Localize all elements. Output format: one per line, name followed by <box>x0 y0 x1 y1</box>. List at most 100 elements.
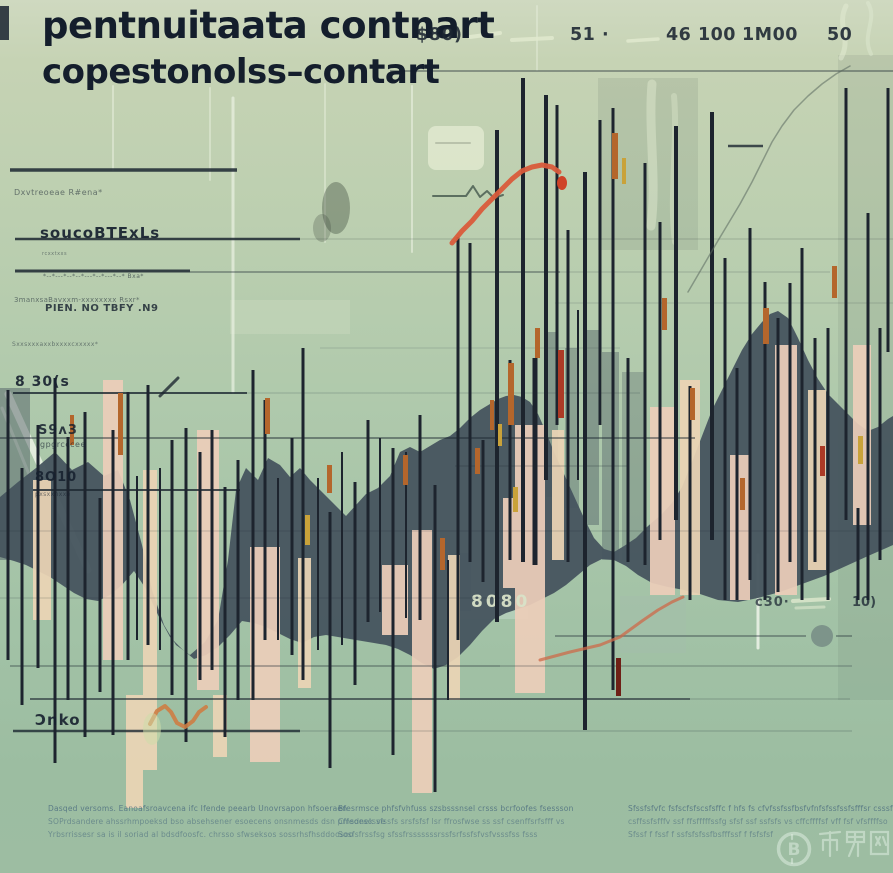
candle-body <box>820 446 825 476</box>
header-stat: 51 · <box>570 25 610 45</box>
candle-body <box>498 424 502 446</box>
candle-body <box>305 515 310 545</box>
footer-line: Dasqed versoms. Eanoafsroavcena ifc Ifen… <box>48 804 348 813</box>
price-label: 8 30(s <box>15 374 70 390</box>
paint-blob <box>143 713 161 745</box>
footer-line: Sfssf f fssf f ssfsfsfssfbsfffssf f fsfs… <box>628 829 774 839</box>
price-label: *--*---*--*--*---*--*---*--* Bxa* <box>43 273 144 280</box>
ghost-stroke <box>510 36 554 42</box>
footer-line: Cffeoescssfssfs srsfsfsf lsr ffrosfwse s… <box>338 816 565 826</box>
ghost-shape <box>428 126 484 170</box>
candle-body <box>513 487 518 512</box>
footer-line: Yrbsrrissesr sa is il soriad al bdsdfoos… <box>48 829 354 839</box>
price-label: Ɔnko <box>35 711 81 729</box>
ghost-stroke <box>626 37 660 43</box>
footer-line: Sosfsfrssfsg sfssfrsssssssrssfsrfssfsfvs… <box>338 829 538 839</box>
page-title: pentnuitaata contnart copestonolss–conta… <box>42 4 495 92</box>
price-label: c30· <box>755 595 790 610</box>
header-stat: 46 100 <box>666 25 736 45</box>
volume-column <box>126 695 143 808</box>
corner-mark <box>0 6 9 40</box>
volume-column <box>412 530 432 793</box>
ghost-stroke <box>791 597 831 603</box>
candle-body <box>327 465 332 493</box>
bitcoin-b-glyph: B <box>788 840 801 860</box>
volume-column <box>382 565 408 635</box>
header-stat: 50 <box>827 25 853 45</box>
price-label: pxsxxnxxe <box>35 491 71 498</box>
volume-column <box>808 390 826 570</box>
ghost-stroke <box>794 605 826 610</box>
candle-body <box>440 538 445 570</box>
footer-line: csffssfsfffv ssf ffsfffffssfg sfsf ssf s… <box>628 816 888 826</box>
paint-blob <box>557 176 567 190</box>
price-label: 8O10 <box>35 470 78 485</box>
title-line-2: copestonolss–contart <box>42 52 440 92</box>
price-label: Dxvtreoeae R#ena* <box>14 188 103 197</box>
cjk-watermark-glyphs <box>818 830 890 858</box>
watermark: B <box>768 820 893 873</box>
footer-column: Sfssfsfvfc fsfscfsfscsfsffc f hfs fs cfv… <box>628 803 893 841</box>
paint-blob <box>313 214 331 242</box>
price-line-red <box>449 162 562 246</box>
candle-body <box>740 478 745 510</box>
price-label: soucoBTExLs <box>40 224 161 242</box>
header-stat: 1M00 <box>742 25 798 45</box>
footer-column: Dasqed versoms. Eanoafsroavcena ifc Ifen… <box>48 803 386 841</box>
footer-line: Bfesrmsce phfsfvhfuss szsbsssnsel crsss … <box>338 804 574 813</box>
volume-column <box>650 407 675 595</box>
candle-body <box>858 436 863 464</box>
ghost-stroke <box>838 3 849 61</box>
marker-dot <box>811 625 833 647</box>
slate-slab <box>602 352 619 560</box>
candle-body <box>763 308 769 344</box>
candle-body <box>265 398 270 434</box>
price-label: S9ʌ3 <box>38 423 78 438</box>
candle-body <box>70 415 74 445</box>
candle-body <box>490 400 494 430</box>
candle-body <box>616 658 621 696</box>
candle-body <box>403 455 408 485</box>
candle-body <box>535 328 540 358</box>
price-label: Sxxsxxxaxxbxxxxcxxxxx* <box>12 341 99 348</box>
volume-column <box>33 480 51 620</box>
trend-line <box>687 65 851 293</box>
price-label: gpgrcccee <box>40 440 86 449</box>
ghost-stroke <box>865 1 874 56</box>
candle-body <box>558 350 564 418</box>
price-label: 10) <box>852 595 877 610</box>
candle-body <box>475 448 480 474</box>
slate-slab <box>584 330 599 525</box>
candle-body <box>832 266 837 298</box>
volume-column <box>552 430 564 560</box>
paint-blob <box>322 182 350 234</box>
ghost-stroke <box>646 79 658 231</box>
footer-line: Sfssfsfvfc fsfscfsfscsfsffc f hfs fs cfv… <box>628 804 893 813</box>
price-label: 3manxsaBavxxm-xxxxxxxx Rsxr* <box>14 296 140 304</box>
signal-squiggle-bottom <box>148 704 208 729</box>
candle-body <box>612 133 618 179</box>
volume-column <box>730 455 750 600</box>
ghost-shape <box>620 596 686 653</box>
ghost-stroke <box>669 93 679 245</box>
footer-column: Bfesrmsce phfsfvhfuss szsbsssnsel crsss … <box>338 803 618 841</box>
volume-column <box>515 425 545 693</box>
price-label: PIEN. NO TBFY .N9 <box>45 303 159 314</box>
candle-body <box>508 363 514 425</box>
ghost-stroke <box>468 31 502 39</box>
candle-body <box>118 393 123 455</box>
candle-body <box>662 298 667 330</box>
ghost-label: 8080 <box>471 592 530 612</box>
header-stat: $80) <box>416 25 463 45</box>
title-line-1: pentnuitaata contnart <box>42 4 495 47</box>
footer-line: SOPrdsandere ahssrhmpoeksd bso absehsene… <box>48 816 386 826</box>
bitcoin-circle-icon <box>776 831 812 867</box>
watermark-graphic: B <box>776 830 890 867</box>
ghost-shape <box>230 300 350 334</box>
candle-body <box>690 388 695 420</box>
signal-line-right <box>538 595 685 662</box>
candle-body <box>622 158 626 184</box>
price-label: rcxxtxxs <box>42 251 68 257</box>
